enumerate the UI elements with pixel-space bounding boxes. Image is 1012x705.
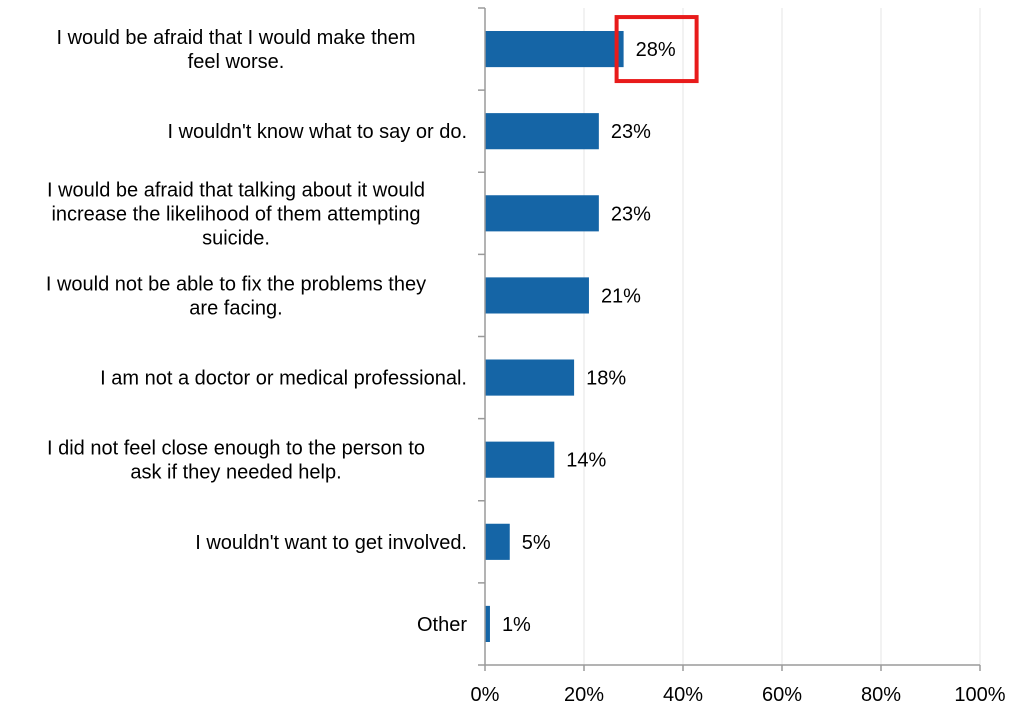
category-label: I am not a doctor or medical professiona… xyxy=(100,368,467,390)
category-label-line: I would not be able to fix the problems … xyxy=(46,273,426,295)
bar xyxy=(485,113,599,149)
category-label: I would be afraid that I would make them… xyxy=(56,27,415,73)
category-label-line: I wouldn't know what to say or do. xyxy=(167,121,467,143)
value-label: 23% xyxy=(611,121,651,143)
bar xyxy=(485,524,510,560)
category-label-line: increase the likelihood of them attempti… xyxy=(51,203,420,225)
value-label: 28% xyxy=(636,39,676,61)
category-label: I would not be able to fix the problems … xyxy=(46,273,426,319)
category-label-line: I did not feel close enough to the perso… xyxy=(47,438,425,460)
category-label-line: suicide. xyxy=(202,227,270,249)
category-label-line: I am not a doctor or medical professiona… xyxy=(100,368,467,390)
category-labels: I would be afraid that I would make them… xyxy=(46,27,467,636)
bars xyxy=(485,31,624,642)
gridlines xyxy=(584,8,980,665)
x-tick-label: 0% xyxy=(471,684,500,705)
value-label: 21% xyxy=(601,285,641,307)
value-label: 18% xyxy=(586,368,626,390)
category-label-line: I would be afraid that talking about it … xyxy=(47,179,425,201)
bar xyxy=(485,195,599,231)
category-label-line: I wouldn't want to get involved. xyxy=(195,532,467,554)
bar xyxy=(485,359,574,395)
x-tick-label: 40% xyxy=(663,684,703,705)
value-label: 5% xyxy=(522,532,551,554)
bar xyxy=(485,277,589,313)
category-label-line: I would be afraid that I would make them xyxy=(56,27,415,49)
category-label: I wouldn't want to get involved. xyxy=(195,532,467,554)
value-label: 23% xyxy=(611,203,651,225)
x-tick-label: 20% xyxy=(564,684,604,705)
category-label: I wouldn't know what to say or do. xyxy=(167,121,467,143)
x-tick-label: 100% xyxy=(954,684,1005,705)
category-label: I would be afraid that talking about it … xyxy=(47,179,425,249)
category-label: I did not feel close enough to the perso… xyxy=(47,438,425,484)
category-label-line: Other xyxy=(417,614,467,636)
category-label-line: are facing. xyxy=(189,297,282,319)
bar xyxy=(485,442,554,478)
category-label-line: ask if they needed help. xyxy=(130,462,341,484)
bar xyxy=(485,31,624,67)
value-label: 1% xyxy=(502,614,531,636)
x-tick-label: 80% xyxy=(861,684,901,705)
category-label: Other xyxy=(417,614,467,636)
axes: 0% 20% 40% 60% 80% 100% xyxy=(471,8,1006,705)
category-label-line: feel worse. xyxy=(188,51,285,73)
value-label: 14% xyxy=(566,450,606,472)
x-tick-label: 60% xyxy=(762,684,802,705)
